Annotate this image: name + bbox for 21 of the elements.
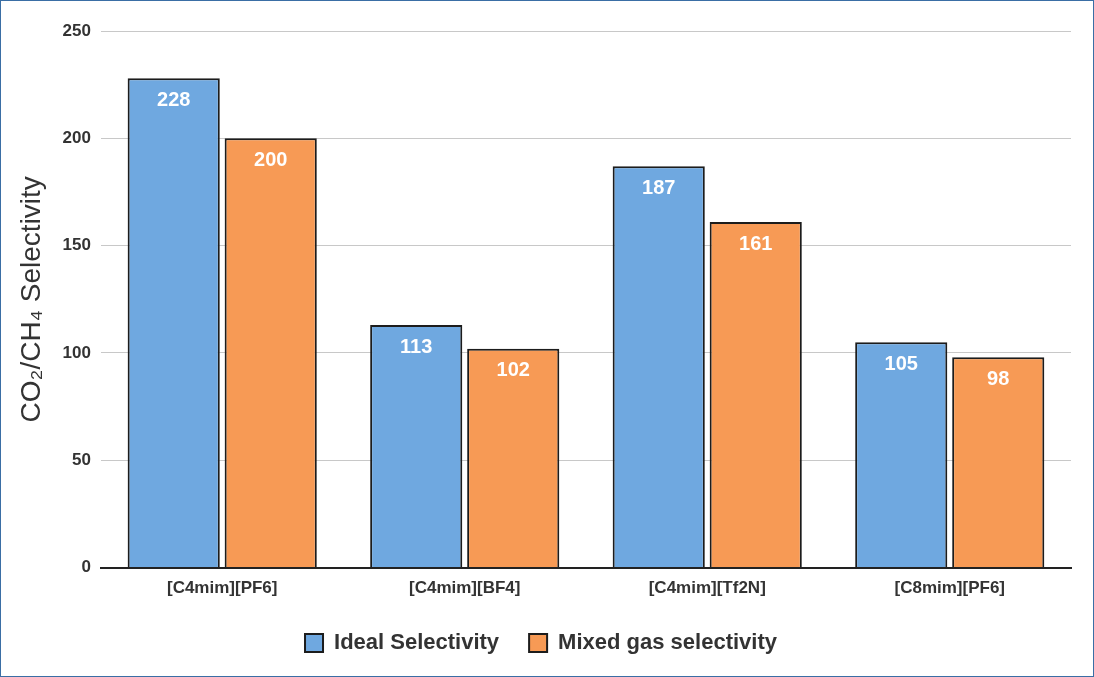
legend-label: Mixed gas selectivity — [558, 629, 778, 655]
data-label: 187 — [642, 175, 676, 198]
y-tick-label: 0 — [81, 557, 91, 577]
x-tick-label: [C4mim][Tf2N] — [648, 578, 766, 598]
x-tick-label: [C4mim][PF6] — [166, 578, 278, 598]
data-label: 161 — [739, 231, 773, 254]
x-tick-label: [C4mim][BF4] — [409, 578, 521, 598]
data-label: 98 — [987, 366, 1010, 389]
y-tick-label: 250 — [62, 20, 91, 40]
legend-label: Ideal Selectivity — [334, 629, 500, 655]
data-label: 105 — [884, 351, 918, 374]
data-label: 200 — [254, 147, 288, 170]
y-tick-label: 150 — [62, 235, 91, 255]
data-label: 228 — [157, 87, 191, 110]
y-axis-title: CO₂/CH₄ Selectivity — [14, 176, 46, 423]
y-tick-label: 200 — [62, 128, 91, 148]
data-label: 113 — [400, 334, 433, 357]
x-tick-label: [C8mim][PF6] — [894, 578, 1005, 598]
data-label: 102 — [496, 358, 530, 381]
y-tick-label: 50 — [72, 449, 91, 469]
y-tick-label: 100 — [62, 342, 91, 362]
